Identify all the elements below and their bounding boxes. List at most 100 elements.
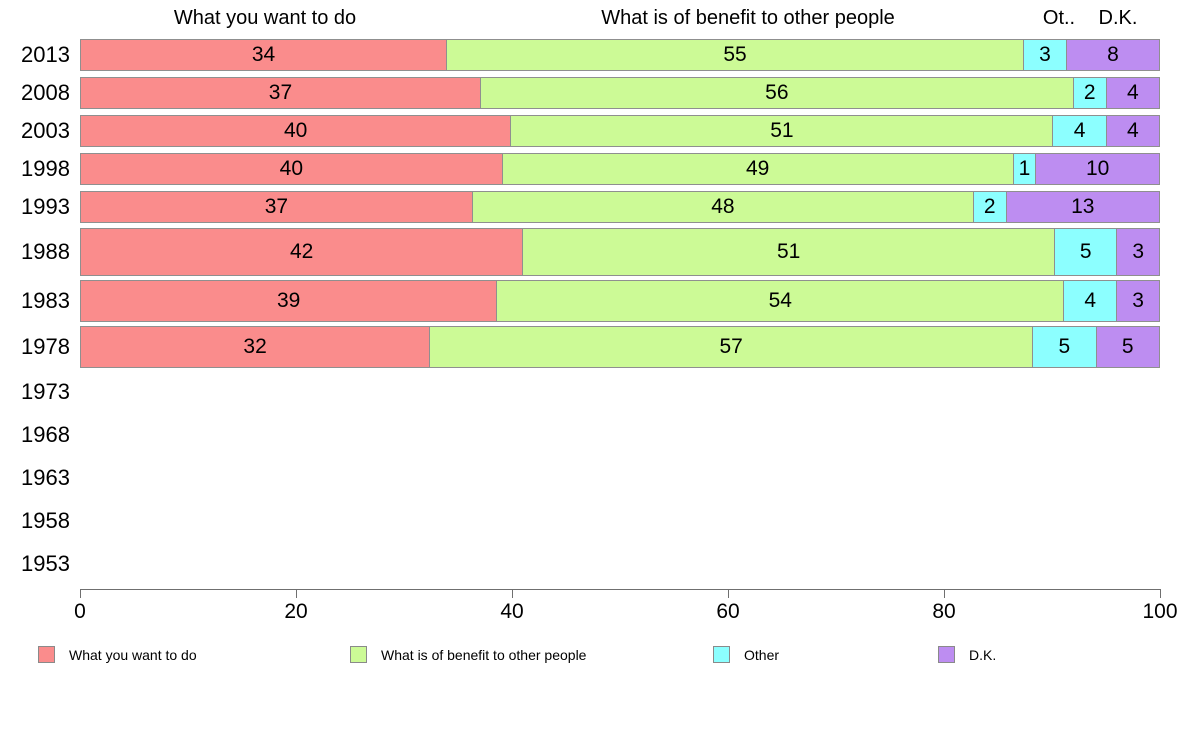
bar-segment-what-you-want-to-do[interactable]: 34 [80,39,448,71]
x-axis-tick-label: 60 [716,600,740,623]
year-label: 2013 [21,42,70,67]
x-axis-tick-label: 40 [500,600,524,623]
legend-label: What you want to do [69,646,197,663]
year-label: 1978 [21,334,70,359]
stacked-bar: 40 49 1 10 [80,153,1161,185]
bar-segment-other[interactable]: 3 [1023,39,1067,71]
value-label: 5 [1121,335,1134,358]
bar-segment-what-you-want-to-do[interactable]: 37 [80,191,473,223]
stacked-bar: 39 54 4 3 [80,280,1160,322]
legend-label: What is of benefit to other people [381,646,587,663]
legend-item-what-is-of-benefit-to-other-people[interactable]: What is of benefit to other people [350,646,586,663]
bar-segment-what-is-of-benefit-to-other-people[interactable]: 54 [496,280,1065,322]
x-axis-tick [944,589,945,598]
bar-segment-d-k[interactable]: 13 [1005,191,1160,223]
bar-segment-d-k[interactable]: 4 [1105,77,1161,109]
bar-segment-other[interactable]: 5 [1054,228,1118,276]
value-label: 10 [1085,157,1110,180]
bar-segment-other[interactable]: 2 [972,191,1007,223]
legend-item-other[interactable]: Other [713,646,779,663]
bar-segment-what-you-want-to-do[interactable]: 40 [80,115,512,147]
bar-segment-other[interactable]: 1 [1012,153,1037,185]
value-label: 3 [1132,240,1145,263]
bar-segment-other[interactable]: 2 [1072,77,1107,109]
value-label: 3 [1039,43,1051,66]
value-label: 34 [251,43,276,66]
bar-row-1988: 1988 42 51 5 3 [0,226,1188,278]
column-header-other-truncated: Ot.. [1042,7,1076,29]
value-label: 2 [983,195,996,218]
value-label: 56 [765,81,789,104]
value-label: 32 [243,335,267,358]
bar-segment-what-is-of-benefit-to-other-people[interactable]: 48 [471,191,974,223]
bar-segment-d-k[interactable]: 10 [1035,153,1161,185]
value-label: 40 [279,157,303,180]
x-axis-tick-label: 80 [932,600,956,623]
value-label: 48 [711,195,735,218]
x-axis-tick [296,589,297,598]
bar-segment-what-is-of-benefit-to-other-people[interactable]: 49 [501,153,1014,185]
value-label: 4 [1127,119,1139,142]
bar-row-1968: 1968 [0,413,1188,456]
bar-segment-d-k[interactable]: 8 [1065,39,1160,71]
value-label: 57 [719,335,743,358]
bar-segment-what-you-want-to-do[interactable]: 42 [80,228,524,276]
value-label: 4 [1127,81,1139,104]
bar-segment-what-is-of-benefit-to-other-people[interactable]: 51 [510,115,1054,147]
bar-row-2003: 2003 40 51 4 4 [0,112,1188,150]
bar-segment-what-you-want-to-do[interactable]: 37 [80,77,481,109]
bar-row-2013: 2013 34 55 3 8 [0,36,1188,74]
year-label: 1988 [21,239,70,264]
year-label: 1993 [21,194,70,219]
value-label: 42 [289,240,314,263]
bar-row-2008: 2008 37 56 2 4 [0,74,1188,112]
value-label: 4 [1084,289,1097,312]
year-label: 1958 [21,507,70,533]
bar-segment-what-is-of-benefit-to-other-people[interactable]: 55 [446,39,1025,71]
column-header-what-you-want-to-do: What you want to do [173,7,357,29]
legend-swatch [38,646,55,663]
legend-item-what-you-want-to-do[interactable]: What you want to do [38,646,197,663]
bar-segment-what-is-of-benefit-to-other-people[interactable]: 56 [479,77,1074,109]
bar-row-1998: 1998 40 49 1 10 [0,150,1188,188]
stacked-bar: 37 48 2 13 [80,191,1160,223]
stacked-bar: 34 55 3 8 [80,39,1160,71]
bar-segment-other[interactable]: 5 [1032,326,1097,368]
x-axis-tick [1160,589,1161,598]
bar-segment-what-is-of-benefit-to-other-people[interactable]: 57 [429,326,1034,368]
bar-segment-what-you-want-to-do[interactable]: 40 [80,153,503,185]
bar-row-1963: 1963 [0,456,1188,499]
bar-segment-other[interactable]: 4 [1063,280,1118,322]
bar-rows: 2013 34 55 3 8 2008 37 56 2 4 2003 40 51 4 4 1998 40 49 1 1… [0,36,1188,585]
bar-segment-d-k[interactable]: 3 [1116,228,1160,276]
value-label: 5 [1079,240,1092,263]
value-label: 37 [268,81,293,104]
bar-row-1978: 1978 32 57 5 5 [0,324,1188,370]
year-label: 2003 [21,118,70,143]
stacked-bar: 32 57 5 5 [80,326,1160,368]
bar-segment-what-you-want-to-do[interactable]: 39 [80,280,498,322]
bar-segment-d-k[interactable]: 5 [1095,326,1160,368]
value-label: 54 [768,289,792,312]
x-axis-tick [80,589,81,598]
year-label: 1968 [21,421,70,447]
bar-segment-what-you-want-to-do[interactable]: 32 [80,326,431,368]
stacked-bar: 40 51 4 4 [80,115,1160,147]
x-axis-tick-label: 20 [284,600,308,623]
legend-item-d-k[interactable]: D.K. [938,646,996,663]
bar-segment-other[interactable]: 4 [1052,115,1107,147]
value-label: 49 [746,157,770,180]
legend: What you want to do What is of benefit to… [0,646,1188,664]
bar-segment-d-k[interactable]: 4 [1105,115,1160,147]
value-label: 4 [1073,119,1086,142]
year-label: 2008 [21,80,70,105]
year-label: 1973 [21,378,70,404]
bar-segment-what-is-of-benefit-to-other-people[interactable]: 51 [522,228,1056,276]
value-label: 8 [1107,43,1119,66]
legend-swatch [350,646,367,663]
value-label: 1 [1018,157,1031,180]
year-label: 1963 [21,464,70,490]
value-label: 39 [276,289,301,312]
bar-segment-d-k[interactable]: 3 [1116,280,1160,322]
value-label: 51 [770,119,794,142]
